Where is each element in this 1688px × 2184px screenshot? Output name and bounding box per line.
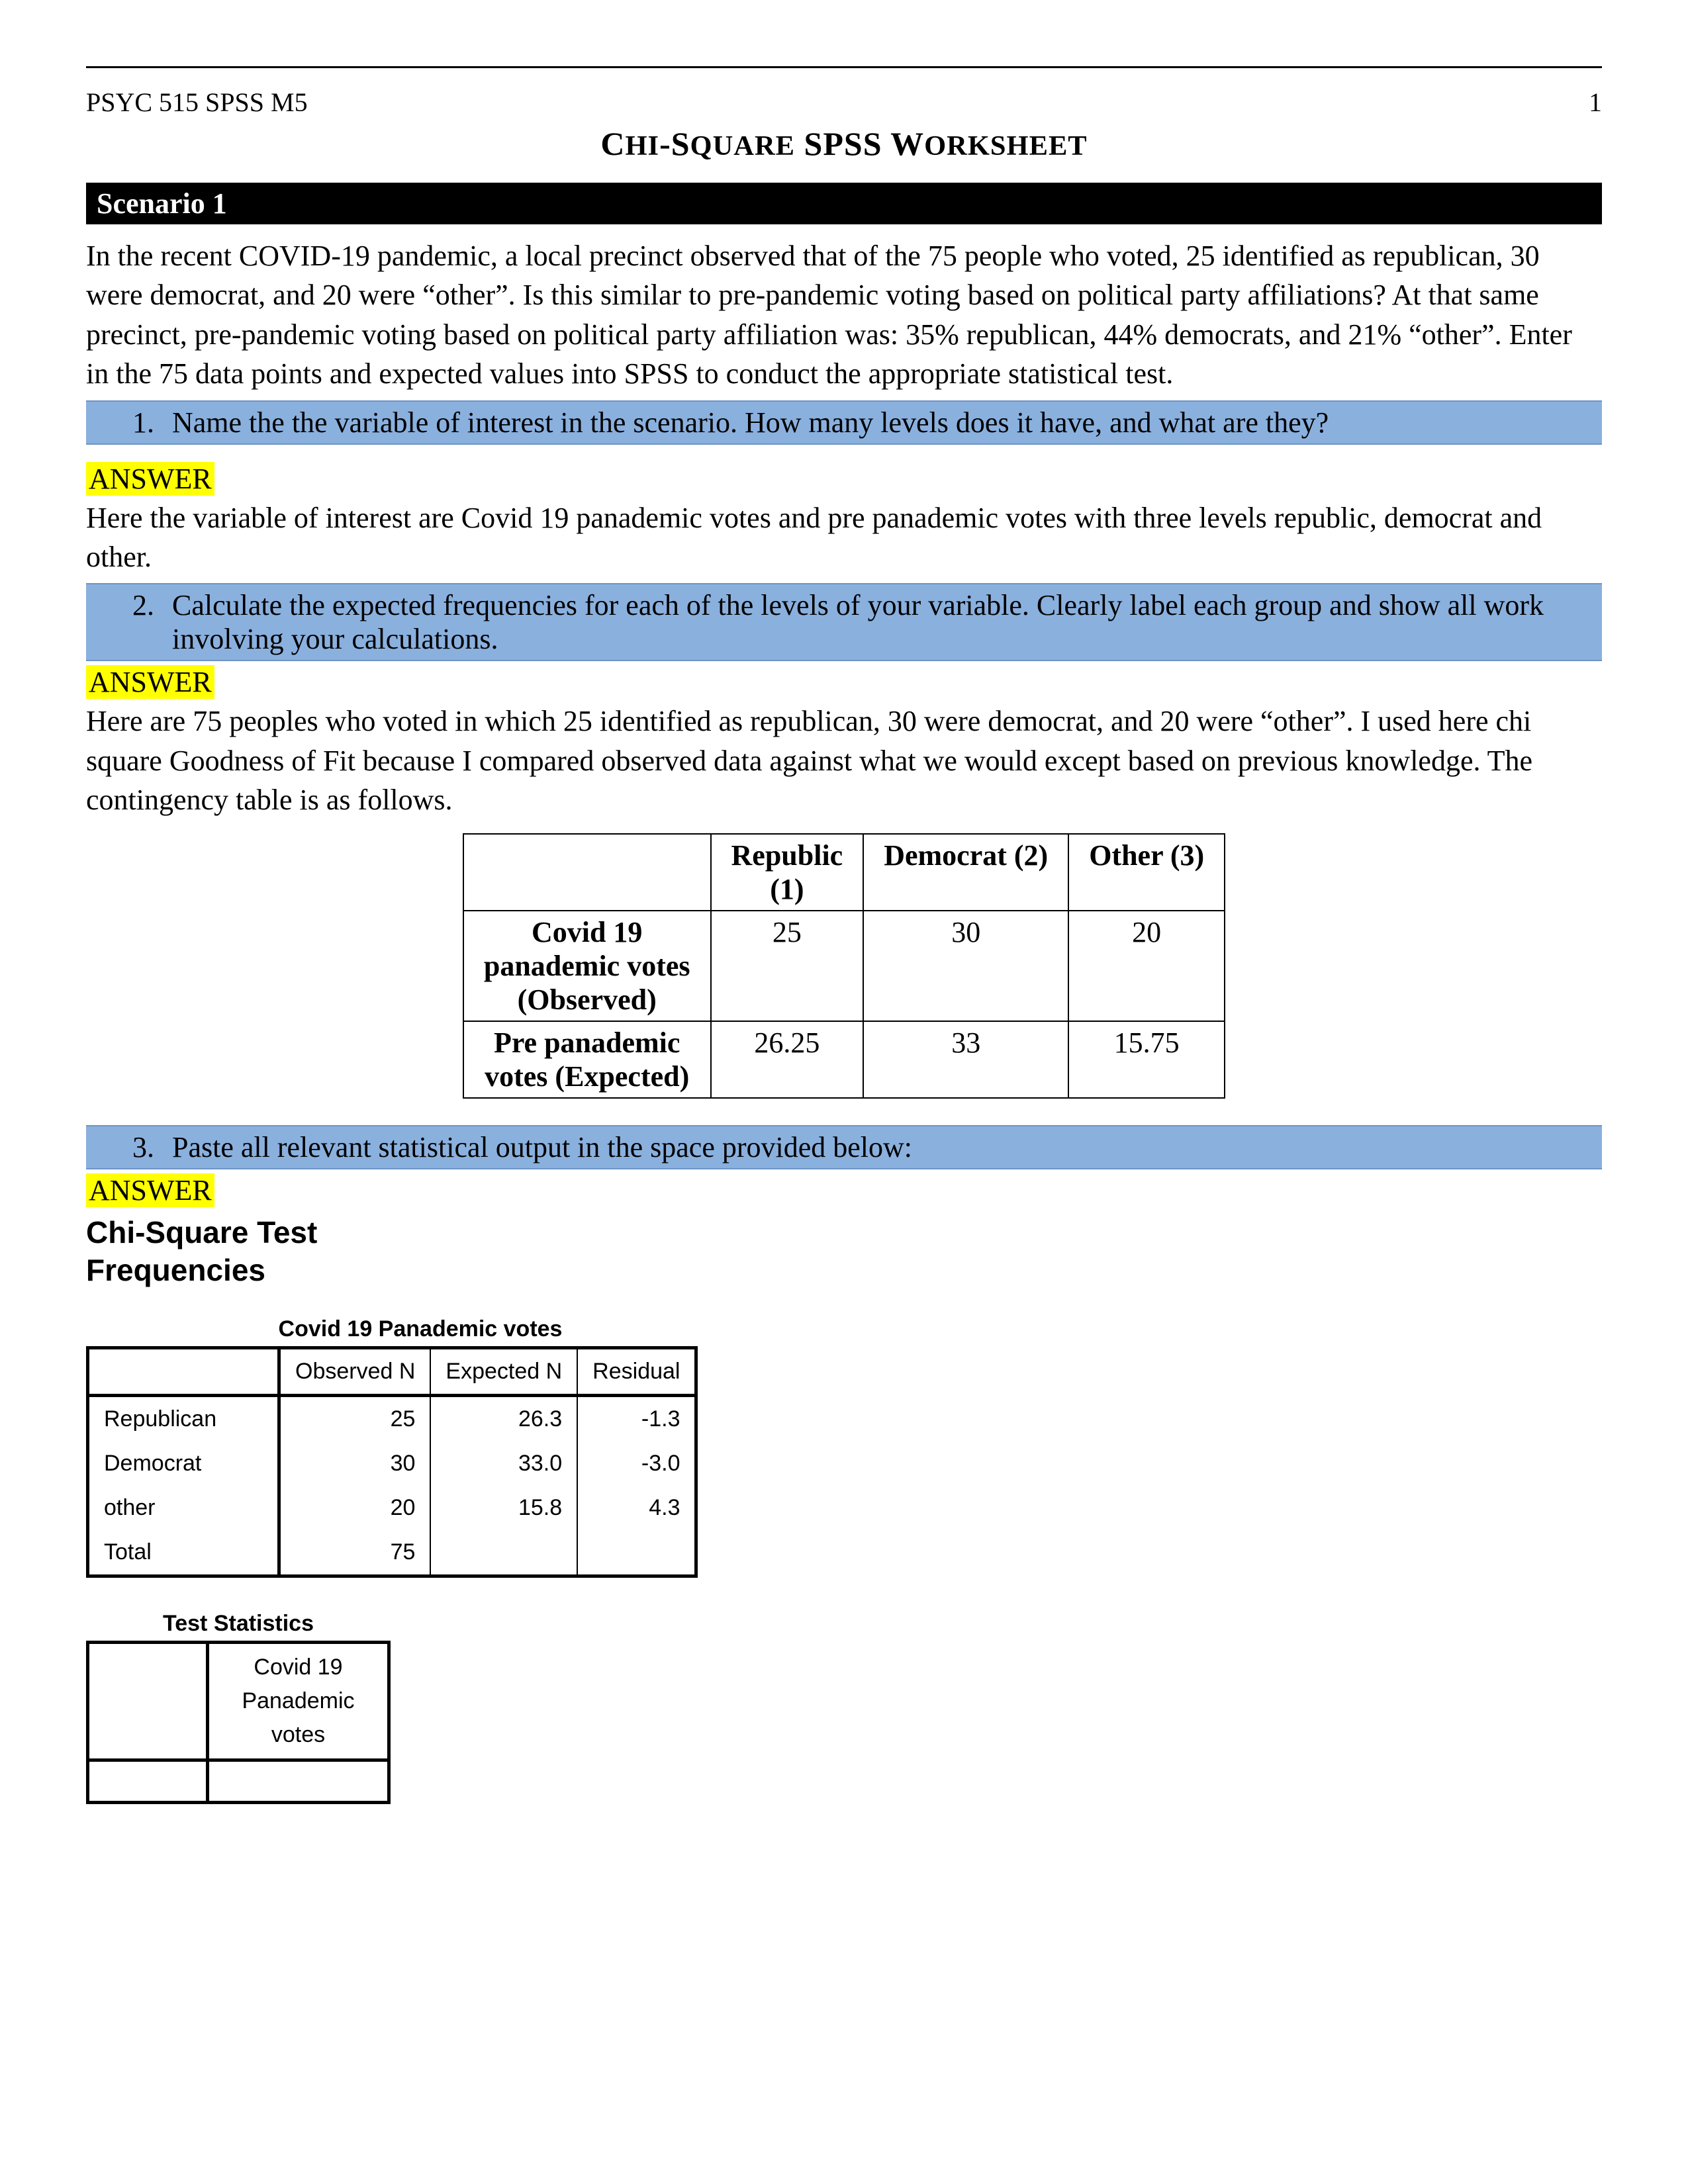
- table-cell: Republican: [88, 1395, 279, 1441]
- table-cell: 30: [279, 1441, 431, 1486]
- table-cell: 15.8: [430, 1486, 577, 1530]
- question-2-bar: 2. Calculate the expected frequencies fo…: [86, 583, 1602, 661]
- table-cell: 26.25: [711, 1021, 864, 1098]
- table-cell: 4.3: [577, 1486, 696, 1530]
- page: PSYC 515 SPSS M5 1 CHI-SQUARE SPSS WORKS…: [0, 0, 1688, 2184]
- table-row: [88, 1760, 389, 1802]
- table-cell: Democrat: [88, 1441, 279, 1486]
- table-cell: [430, 1530, 577, 1576]
- running-header: PSYC 515 SPSS M5 1: [86, 87, 1602, 118]
- answer-1-text: Here the variable of interest are Covid …: [86, 498, 1602, 577]
- table-cell: 15.75: [1068, 1021, 1225, 1098]
- question-3-text: Paste all relevant statistical output in…: [172, 1130, 1595, 1164]
- table-cell: [88, 1642, 208, 1760]
- question-3-bar: 3. Paste all relevant statistical output…: [86, 1125, 1602, 1169]
- table-cell: 26.3: [430, 1395, 577, 1441]
- question-1-number: 1.: [132, 406, 154, 439]
- table-cell: other: [88, 1486, 279, 1530]
- spss-frequencies-caption: Covid 19 Panademic votes: [86, 1316, 755, 1342]
- spss-title-line2: Frequencies: [86, 1253, 265, 1287]
- scenario-header: Scenario 1: [86, 183, 1602, 224]
- scenario-text: In the recent COVID-19 pandemic, a local…: [86, 224, 1602, 400]
- table-cell: -3.0: [577, 1441, 696, 1486]
- table-cell: Democrat (2): [863, 834, 1068, 911]
- table-row: Republican 25 26.3 -1.3: [88, 1395, 696, 1441]
- table-cell: 20: [279, 1486, 431, 1530]
- contingency-table-wrap: Republic(1) Democrat (2) Other (3) Covid…: [86, 833, 1602, 1099]
- table-cell: 25: [279, 1395, 431, 1441]
- table-cell: 25: [711, 911, 864, 1021]
- page-title: CHI-SQUARE SPSS WORKSHEET: [86, 124, 1602, 163]
- table-row: Covid 19panademic votes(Observed) 25 30 …: [463, 911, 1225, 1021]
- spss-frequencies-block: Covid 19 Panademic votes Observed N Expe…: [86, 1316, 1602, 1578]
- table-cell: Total: [88, 1530, 279, 1576]
- table-cell: Observed N: [279, 1347, 431, 1395]
- top-rule: [86, 66, 1602, 68]
- table-cell: Pre panademicvotes (Expected): [463, 1021, 711, 1098]
- spss-title-line1: Chi-Square Test: [86, 1215, 317, 1250]
- table-row: Total 75: [88, 1530, 696, 1576]
- table-cell: -1.3: [577, 1395, 696, 1441]
- answer-2-text: Here are 75 peoples who voted in which 2…: [86, 702, 1602, 819]
- table-cell: [463, 834, 711, 911]
- question-1-text: Name the the variable of interest in the…: [172, 406, 1595, 439]
- table-cell: Residual: [577, 1347, 696, 1395]
- spss-test-statistics-block: Test Statistics Covid 19Panademicvotes: [86, 1611, 1602, 1804]
- spss-test-statistics-table: Covid 19Panademicvotes: [86, 1641, 391, 1804]
- table-cell: 30: [863, 911, 1068, 1021]
- table-cell: 20: [1068, 911, 1225, 1021]
- table-cell: [208, 1760, 389, 1802]
- table-cell: Covid 19panademic votes(Observed): [463, 911, 711, 1021]
- page-number: 1: [1589, 87, 1602, 118]
- question-2-text: Calculate the expected frequencies for e…: [172, 588, 1595, 656]
- table-cell: 33.0: [430, 1441, 577, 1486]
- table-row: Observed N Expected N Residual: [88, 1347, 696, 1395]
- table-row: Republic(1) Democrat (2) Other (3): [463, 834, 1225, 911]
- question-3-number: 3.: [132, 1130, 154, 1164]
- answer-3-label: ANSWER: [86, 1173, 214, 1207]
- spss-output-title: Chi-Square Test Frequencies: [86, 1214, 1602, 1290]
- table-row: Pre panademicvotes (Expected) 26.25 33 1…: [463, 1021, 1225, 1098]
- question-2-number: 2.: [132, 588, 154, 622]
- running-head-text: PSYC 515 SPSS M5: [86, 87, 308, 118]
- table-cell: Other (3): [1068, 834, 1225, 911]
- question-1-bar: 1. Name the the variable of interest in …: [86, 400, 1602, 445]
- spss-frequencies-table: Observed N Expected N Residual Republica…: [86, 1346, 698, 1578]
- table-row: Covid 19Panademicvotes: [88, 1642, 389, 1760]
- table-cell: 75: [279, 1530, 431, 1576]
- table-row: other 20 15.8 4.3: [88, 1486, 696, 1530]
- table-cell: [88, 1760, 208, 1802]
- contingency-table: Republic(1) Democrat (2) Other (3) Covid…: [463, 833, 1225, 1099]
- answer-2-label: ANSWER: [86, 665, 214, 699]
- table-cell: [88, 1347, 279, 1395]
- table-row: Democrat 30 33.0 -3.0: [88, 1441, 696, 1486]
- table-cell: Covid 19Panademicvotes: [208, 1642, 389, 1760]
- table-cell: 33: [863, 1021, 1068, 1098]
- answer-1-label: ANSWER: [86, 462, 214, 496]
- table-cell: Expected N: [430, 1347, 577, 1395]
- table-cell: [577, 1530, 696, 1576]
- table-cell: Republic(1): [711, 834, 864, 911]
- spss-test-statistics-caption: Test Statistics: [86, 1611, 391, 1637]
